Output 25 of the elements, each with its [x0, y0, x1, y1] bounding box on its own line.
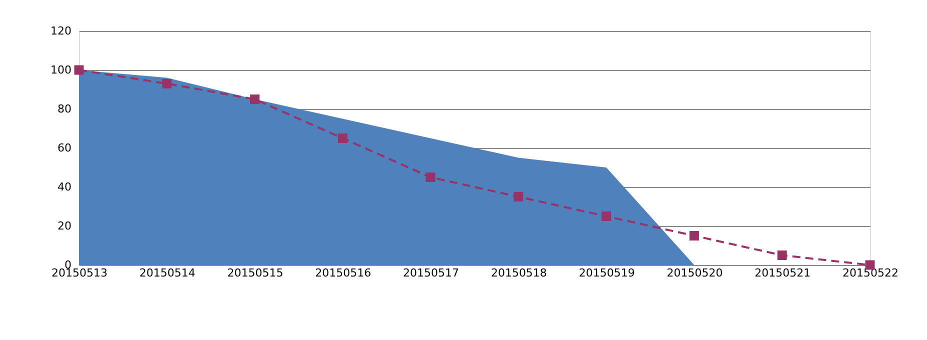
- y-tick-label: 120: [50, 24, 72, 38]
- point: [250, 94, 260, 104]
- x-tick-label: 20150521: [754, 266, 811, 280]
- x-tick-label: 20150520: [666, 266, 723, 280]
- point: [162, 78, 172, 88]
- x-tick-label: 20150514: [139, 266, 196, 280]
- point: [602, 212, 612, 221]
- x-tick-label: 20150516: [315, 266, 372, 280]
- point: [777, 250, 787, 260]
- x-tick-label: 20150515: [227, 266, 284, 280]
- y-tick-label: 100: [50, 64, 72, 76]
- x-tick-label: 20150513: [52, 266, 108, 280]
- point: [689, 231, 699, 240]
- y-tick-label: 40: [58, 180, 72, 194]
- y-tick-label: 20: [58, 220, 72, 232]
- point: [74, 65, 84, 75]
- x-tick-label: 20150518: [490, 266, 547, 280]
- x-tick-label: 20150522: [842, 266, 898, 280]
- y-tick-label: 80: [58, 102, 72, 116]
- y-tick-label: 60: [58, 142, 72, 154]
- x-tick-label: 20150519: [578, 266, 635, 280]
- point: [338, 134, 348, 143]
- point: [426, 172, 436, 182]
- x-tick-label: 20150517: [403, 266, 460, 280]
- point: [514, 192, 524, 202]
